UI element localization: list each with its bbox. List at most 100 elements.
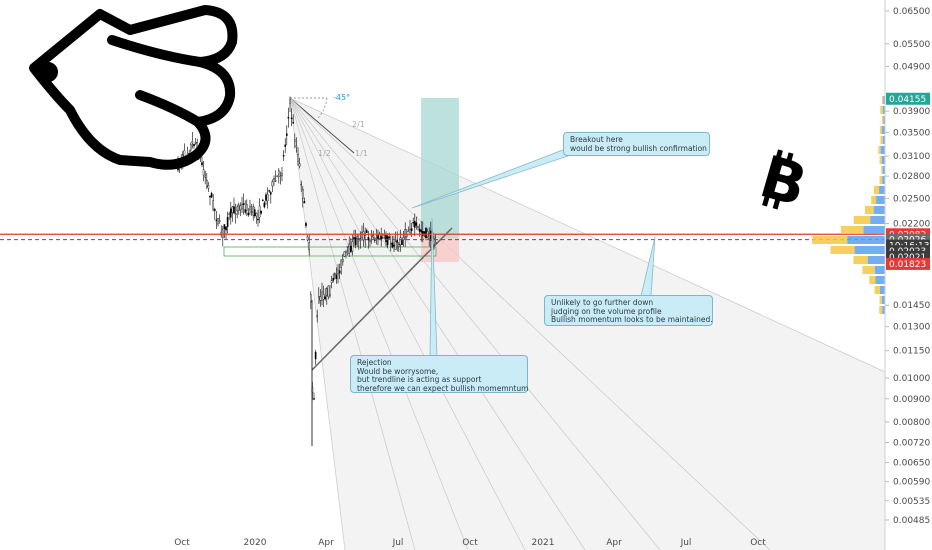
candle-body	[346, 245, 349, 248]
volume-bar-up	[882, 306, 885, 314]
candle-body	[375, 237, 378, 240]
fan-ray	[289, 97, 586, 550]
annotation-breakout[interactable]: Breakout here would be strong bullish co…	[563, 132, 710, 156]
price-tick-label: 0.00900	[893, 395, 930, 405]
candle-body	[314, 351, 317, 360]
candle-body	[289, 99, 291, 104]
volume-bar-up	[881, 156, 885, 164]
volume-bar-up	[867, 256, 885, 264]
annotation-volume-profile[interactable]: Unlikely to go further down judging on t…	[544, 295, 713, 326]
volume-bar-down	[879, 176, 883, 184]
volume-bar-down	[881, 166, 883, 174]
volume-bar-up	[870, 216, 885, 224]
volume-bar-up	[883, 96, 885, 104]
candle-body	[364, 235, 367, 240]
candle-body	[410, 228, 413, 232]
candle-body	[290, 117, 293, 120]
candle-body	[252, 206, 255, 216]
candle-body	[327, 285, 330, 297]
candle-body	[207, 185, 210, 189]
candle-body	[414, 221, 416, 228]
candle-body	[418, 228, 421, 232]
candle-body	[292, 122, 295, 124]
annotation-rejection[interactable]: Rejection Would be worrysome, but trendl…	[350, 355, 528, 393]
candle-body	[249, 206, 251, 211]
candle-body	[313, 398, 315, 400]
candle-body	[390, 242, 392, 245]
candle-body	[241, 203, 243, 210]
volume-bar-up	[875, 276, 885, 284]
price-tick-label: 0.06500	[893, 7, 930, 17]
volume-bar-up	[882, 166, 885, 174]
candle-body	[319, 296, 322, 301]
candle-body	[194, 142, 197, 144]
candle-body	[322, 294, 325, 300]
candle-body	[348, 243, 351, 255]
fan-label: 1/1	[355, 149, 368, 158]
volume-bar-down	[879, 126, 883, 134]
volume-bar-down	[869, 276, 876, 284]
candle-body	[401, 240, 403, 245]
volume-bar-down	[853, 256, 868, 264]
callout-pointers	[411, 147, 656, 357]
volume-bar-down	[879, 306, 883, 314]
fan-ray	[289, 97, 886, 373]
volume-bar-up	[879, 286, 885, 294]
candle-body	[351, 241, 354, 252]
volume-bar-up	[879, 186, 885, 194]
candle-body	[281, 173, 283, 176]
candle-body	[226, 217, 229, 227]
volume-bar-down	[878, 146, 881, 154]
candle-body	[209, 195, 211, 198]
volume-bar-up	[882, 136, 885, 144]
candle-body	[370, 235, 373, 237]
candle-body	[337, 269, 339, 274]
candle-body	[215, 219, 218, 222]
volume-bar-down	[840, 226, 864, 234]
candle-body	[236, 206, 239, 212]
candle-body	[276, 175, 279, 178]
candle-body	[402, 236, 405, 241]
volume-bar-down	[853, 216, 871, 224]
candle-body	[284, 144, 287, 147]
position-stop-zone	[421, 238, 459, 262]
candle-body	[242, 203, 245, 205]
position-target-zone	[421, 98, 459, 238]
candle-body	[250, 211, 253, 213]
candle-body	[398, 244, 400, 247]
candle-body	[257, 218, 259, 221]
fan-ray	[289, 97, 416, 550]
candle-body	[204, 175, 207, 178]
price-axis[interactable]: 0.06500 0.05500 0.04900 0.03900 0.03500 0.031…	[885, 7, 930, 526]
price-tick-label: 0.01000	[893, 374, 930, 384]
candle-body	[302, 188, 304, 199]
price-lines	[0, 233, 885, 241]
candle-body	[244, 209, 247, 213]
time-axis[interactable]: Oct 2020 Apr Jul Oct 2021 Apr Jul Oct	[174, 538, 766, 548]
candle-body	[342, 259, 344, 263]
price-tick-label: 0.01300	[893, 323, 930, 333]
candle-body	[329, 294, 331, 296]
candle-body	[343, 251, 346, 257]
candle-body	[295, 145, 298, 148]
volume-bar-down	[882, 116, 884, 124]
candle-body	[399, 237, 402, 246]
candle-body	[382, 237, 384, 239]
candle-body	[225, 226, 227, 231]
candle-body	[369, 240, 371, 242]
price-tick-label: 0.04900	[893, 62, 930, 72]
candle-body	[212, 200, 215, 211]
price-tick-label: 0.01150	[893, 347, 930, 357]
volume-bar-down	[871, 196, 877, 204]
volume-profile	[812, 96, 885, 314]
candle-body	[321, 291, 323, 301]
candle-body	[415, 222, 418, 226]
volume-bar-up	[882, 126, 885, 134]
fan-ray	[289, 97, 346, 550]
candle-body	[335, 274, 338, 279]
candle-body	[237, 204, 240, 211]
candle-body	[345, 251, 347, 254]
price-tick-label: 0.02500	[893, 194, 930, 204]
price-tick-label: 0.00485	[893, 516, 930, 526]
